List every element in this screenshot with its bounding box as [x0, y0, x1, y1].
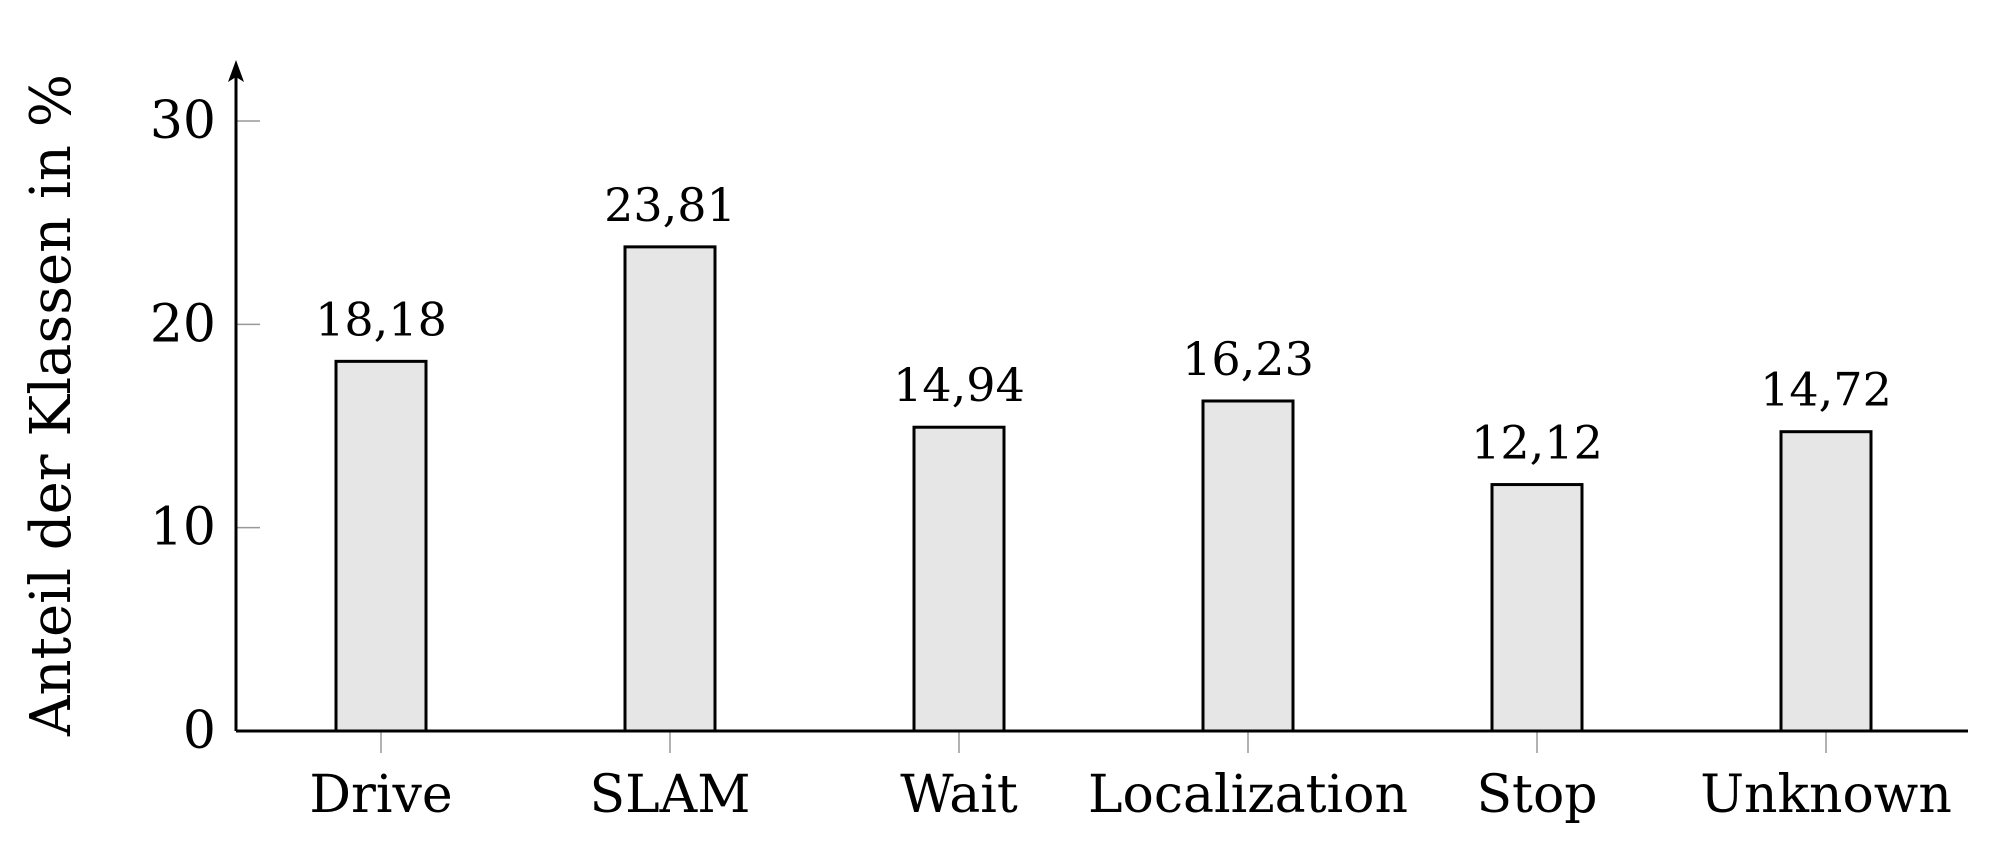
data-label: 23,81: [604, 178, 736, 232]
x-tick-label: Wait: [900, 765, 1018, 825]
bar-slam: [623, 245, 717, 733]
y-axis-arrow: [228, 60, 244, 82]
y-axis-ticks: 0 10 20 30: [150, 91, 260, 761]
data-label: 14,72: [1760, 363, 1892, 417]
x-axis-ticks: Drive SLAM Wait Localization Stop Unknown: [309, 731, 1952, 825]
data-label: 14,94: [893, 358, 1025, 412]
y-axis-label-group: Anteil der Klassen in %: [19, 74, 84, 737]
y-axis-label: Anteil der Klassen in %: [19, 74, 84, 737]
data-label: 12,12: [1471, 416, 1603, 470]
y-tick-label: 10: [150, 498, 216, 558]
axes: [228, 60, 1968, 733]
x-tick-label: Unknown: [1700, 765, 1952, 825]
bar-stop: [1490, 483, 1584, 733]
x-tick-label: Localization: [1088, 765, 1408, 825]
bar-wait: [912, 425, 1006, 733]
x-tick-label: SLAM: [590, 765, 751, 825]
data-label: 18,18: [315, 292, 447, 346]
y-tick-label: 20: [150, 294, 216, 354]
bar-localization: [1201, 399, 1295, 733]
data-label: 16,23: [1182, 332, 1314, 386]
y-tick-label: 0: [183, 701, 216, 761]
bars: 18,18 23,81 14,94 16,23 12,12 14,72: [315, 178, 1892, 733]
x-tick-label: Drive: [309, 765, 452, 825]
bar-drive: [334, 359, 428, 733]
y-tick-label: 30: [150, 91, 216, 151]
x-tick-label: Stop: [1476, 765, 1597, 825]
bar-unknown: [1779, 430, 1873, 733]
